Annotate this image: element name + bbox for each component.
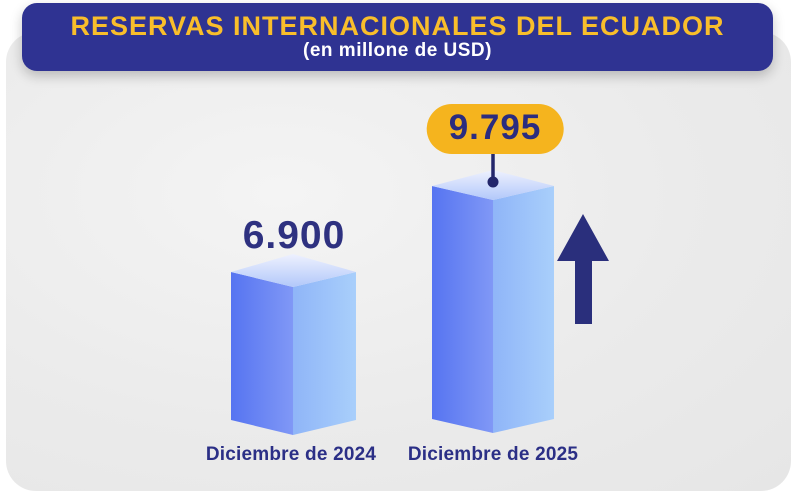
- chart-subtitle: (en millone de USD): [303, 40, 492, 62]
- badge-connector: [487, 152, 499, 188]
- bar-2024-top-face: [231, 254, 356, 287]
- value-label-2024: 6.900: [242, 214, 346, 257]
- axis-label-2024: Diciembre de 2024: [205, 444, 377, 465]
- header-banner: RESERVAS INTERNACIONALES DEL ECUADOR (en…: [22, 3, 773, 71]
- bar-2024: [231, 254, 356, 435]
- connector-dot: [487, 176, 499, 188]
- value-label-2025: 9.795: [448, 108, 542, 147]
- value-badge-2025: 9.795: [426, 104, 564, 154]
- chart-title: RESERVAS INTERNACIONALES DEL ECUADOR: [70, 10, 725, 41]
- bar-2025-right-face: [493, 186, 554, 433]
- up-arrow-icon: [557, 214, 609, 324]
- bar-2025-left-face: [432, 186, 493, 433]
- bar-2025: [432, 170, 554, 433]
- bar-2024-right-face: [293, 272, 356, 435]
- chart-card: [6, 32, 791, 491]
- axis-label-2025: Diciembre de 2025: [407, 444, 579, 465]
- bar-2024-left-face: [231, 272, 293, 435]
